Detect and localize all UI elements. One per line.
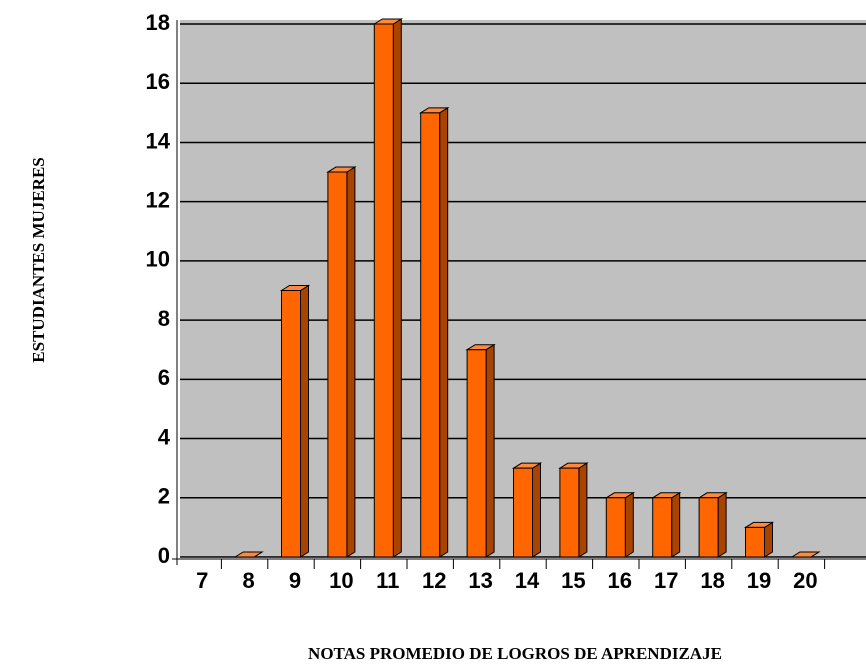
y-tick-label: 4	[158, 424, 171, 449]
x-axis-title: NOTAS PROMEDIO DE LOGROS DE APRENDIZAJE	[308, 644, 722, 663]
x-tick-label: 13	[468, 568, 492, 593]
bar	[465, 343, 496, 558]
x-tick-label: 7	[196, 568, 208, 593]
bar	[558, 462, 589, 558]
bar	[233, 551, 264, 558]
x-tick-label: 17	[654, 568, 678, 593]
y-tick-label: 18	[146, 10, 170, 35]
bar	[372, 18, 404, 558]
x-tick-label: 10	[329, 568, 353, 593]
y-tick-label: 12	[146, 187, 170, 212]
y-tick-label: 10	[146, 247, 170, 272]
bar	[790, 551, 821, 558]
x-tick-label: 14	[515, 568, 540, 593]
x-tick-label: 9	[289, 568, 301, 593]
bar	[604, 491, 636, 558]
x-tick-label: 8	[242, 568, 254, 593]
bar	[418, 106, 450, 558]
x-tick-label: 11	[376, 568, 399, 593]
y-tick-label: 8	[158, 306, 170, 331]
y-tick-label: 2	[158, 484, 170, 509]
y-tick-label: 6	[158, 365, 170, 390]
bar	[279, 284, 311, 558]
y-axis-title: ESTUDIANTES MUJERES	[29, 157, 48, 362]
x-tick-label: 16	[608, 568, 632, 593]
bar	[743, 521, 775, 558]
y-tick-label: 0	[158, 543, 170, 568]
bar	[326, 166, 357, 558]
bar	[511, 462, 543, 558]
bar	[697, 491, 728, 558]
x-tick-label: 15	[561, 568, 585, 593]
x-tick-label: 19	[747, 568, 771, 593]
x-tick-label: 20	[793, 568, 817, 593]
x-tick-label: 18	[700, 568, 724, 593]
bar	[650, 491, 682, 558]
x-tick-label: 12	[422, 568, 446, 593]
y-tick-label: 14	[146, 128, 171, 153]
y-tick-label: 16	[146, 69, 170, 94]
